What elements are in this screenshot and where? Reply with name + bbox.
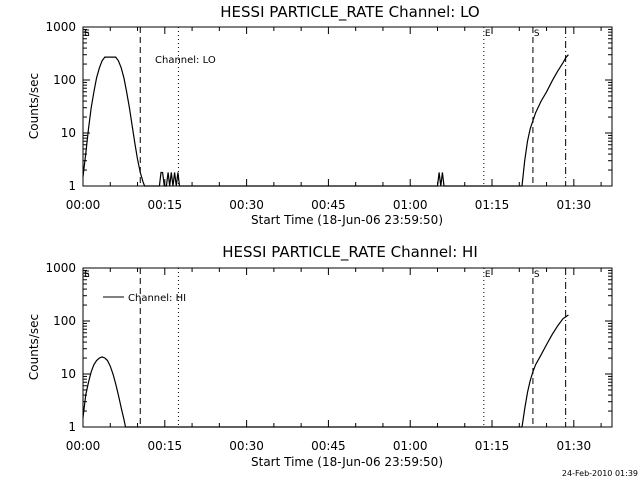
marker-label: E	[485, 29, 491, 39]
marker-label: E	[84, 270, 90, 280]
x-tick-label: 00:00	[66, 439, 101, 453]
marker-label: S	[84, 270, 90, 280]
y-tick-label: 10	[61, 126, 76, 140]
footer-timestamp: 24-Feb-2010 01:39	[562, 469, 638, 478]
marker-label: S	[84, 29, 90, 39]
chart-title: HESSI PARTICLE_RATE Channel: LO	[220, 3, 479, 22]
x-tick-label: 01:15	[475, 439, 510, 453]
legend-label: Channel: LO	[155, 55, 216, 66]
x-tick-label: 00:45	[311, 439, 346, 453]
x-tick-label: 01:30	[557, 198, 592, 212]
x-tick-label: 00:45	[311, 198, 346, 212]
x-axis-label: Start Time (18-Jun-06 23:59:50)	[251, 455, 443, 469]
y-tick-label: 100	[53, 73, 76, 87]
y-tick-label: 10	[61, 367, 76, 381]
x-axis-label: Start Time (18-Jun-06 23:59:50)	[251, 213, 443, 227]
marker-label: E	[84, 29, 90, 39]
tick-group-hi: 00:00 00:15 00:30 00:45 01:00 01:15 01:30 1 10 10…	[45, 261, 612, 453]
series-line	[82, 54, 569, 187]
panel-hi: HESSI PARTICLE_RATE Channel: HI 00:00 00:…	[27, 243, 613, 469]
y-tick-label: 1	[68, 420, 76, 434]
marker-label: E	[485, 270, 491, 280]
plot-frame	[82, 267, 613, 428]
marker-lines-lo: ES E S	[84, 27, 567, 186]
x-tick-label: 00:30	[229, 439, 264, 453]
marker-label: S	[534, 29, 540, 39]
chart-title: HESSI PARTICLE_RATE Channel: HI	[222, 243, 478, 262]
x-tick-label: 00:30	[229, 198, 264, 212]
x-tick-label: 00:15	[148, 198, 183, 212]
marker-label: S	[534, 270, 540, 280]
y-tick-label: 1	[68, 179, 76, 193]
series-group-lo	[82, 54, 569, 187]
legend-label: Channel: HI	[128, 293, 186, 304]
marker-lines-hi: ES E S	[84, 268, 567, 427]
x-tick-label: 01:00	[393, 198, 428, 212]
series-line	[82, 314, 569, 428]
y-tick-label: 100	[53, 314, 76, 328]
x-tick-label: 00:00	[66, 198, 101, 212]
y-axis-label: Counts/sec	[27, 314, 41, 380]
x-tick-label: 01:30	[557, 439, 592, 453]
y-tick-label: 1000	[45, 261, 76, 275]
plot-frame	[82, 26, 613, 187]
x-tick-label: 01:00	[393, 439, 428, 453]
panel-lo: HESSI PARTICLE_RATE Channel: LO 00:00 00:…	[27, 3, 613, 227]
x-tick-label: 00:15	[148, 439, 183, 453]
y-axis-label: Counts/sec	[27, 73, 41, 139]
y-tick-label: 1000	[45, 20, 76, 34]
series-group-hi	[82, 314, 569, 428]
x-tick-label: 01:15	[475, 198, 510, 212]
tick-group-lo: 00:00 00:15 00:30 00:45 01:00 01:15 01:30 1 10 10…	[45, 20, 612, 212]
